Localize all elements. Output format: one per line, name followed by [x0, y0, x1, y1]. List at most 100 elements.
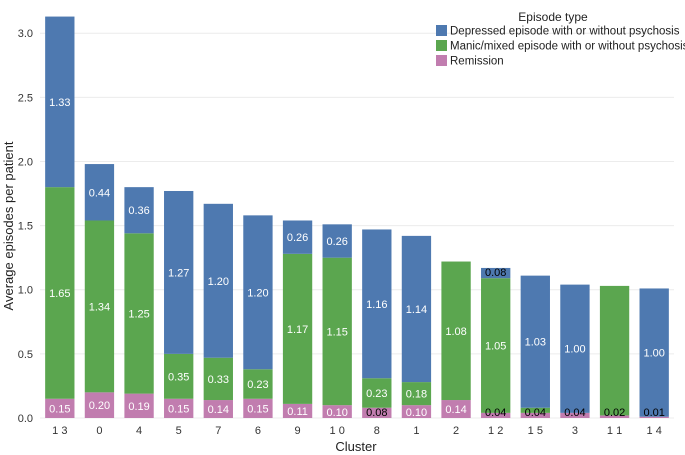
bar-segment — [203, 203, 233, 358]
legend-entry-remission: Remission — [450, 56, 504, 68]
bar-segment — [560, 284, 590, 413]
x-tick-label: 7 — [215, 425, 221, 437]
x-tick-label: 0 — [96, 425, 102, 437]
bar-segment — [243, 398, 273, 418]
bar-labels: 0.15 1.65 1.33 0.20 1.34 0.44 0.19 1.25 0.36 0.15… — [49, 97, 665, 419]
bar-value-label: 1.00 — [564, 344, 585, 356]
bar-value-label: 1.16 — [366, 299, 387, 311]
bar-value-label: 1.14 — [406, 304, 427, 316]
bar-segment — [362, 407, 392, 418]
bar-value-label: 1.08 — [445, 326, 466, 338]
y-tick-label: 2.0 — [18, 156, 33, 168]
bar-value-label: 1.20 — [247, 287, 268, 299]
bar-segment — [164, 190, 194, 354]
bar-value-label: 0.11 — [287, 406, 308, 418]
bar-segment — [282, 403, 313, 418]
bar-segment — [401, 235, 432, 383]
y-tick-label: 0.0 — [18, 413, 33, 425]
bar-value-label: 0.35 — [168, 371, 189, 383]
bar-segment — [45, 187, 75, 399]
bar-value-label: 0.33 — [208, 374, 229, 386]
bar-value-label: 0.04 — [525, 407, 546, 419]
y-tick-label: 2.5 — [18, 92, 33, 104]
legend-swatch-remission — [436, 55, 447, 66]
bar-segment — [322, 405, 352, 418]
bar-segment — [599, 285, 630, 416]
y-axis-title: Average episodes per patient — [1, 141, 16, 310]
bar-value-label: 0.23 — [247, 379, 268, 391]
bar-value-label: 0.14 — [208, 404, 229, 416]
bar-value-label: 0.01 — [643, 407, 664, 419]
legend-swatch-manic — [436, 40, 447, 51]
bar-value-label: 1.00 — [643, 348, 664, 360]
bar-value-label: 0.15 — [49, 403, 70, 415]
x-tick-label: 5 — [176, 425, 182, 437]
legend: Episode type Depressed episode with or w… — [436, 10, 685, 68]
bar-value-label: 1.15 — [326, 326, 347, 338]
bar-segment — [441, 261, 471, 401]
bar-segment — [520, 275, 550, 408]
bar-segment — [481, 278, 511, 413]
bar-segment — [520, 412, 550, 418]
bar-segment — [124, 393, 154, 418]
bar-segment — [639, 416, 669, 418]
bar-segment — [203, 400, 233, 418]
bar-value-label: 0.10 — [326, 407, 347, 419]
x-tick-label: 1 1 — [607, 425, 622, 437]
bar-value-label: 1.20 — [208, 276, 229, 288]
bar-segment — [243, 215, 273, 370]
bar-segment — [203, 357, 233, 401]
bar-segment — [164, 398, 194, 418]
bar-value-label: 1.17 — [287, 324, 308, 336]
y-tick-label: 1.5 — [18, 221, 33, 233]
x-tick-label: 1 5 — [528, 425, 543, 437]
bar-segment — [401, 405, 432, 418]
bar-segment — [124, 233, 154, 394]
bar-segment — [164, 353, 194, 399]
x-tick-label: 1 0 — [330, 425, 345, 437]
x-tick-label: 4 — [136, 425, 142, 437]
bar-value-label: 0.08 — [366, 407, 387, 419]
bar-segment — [520, 407, 550, 413]
legend-entry-manic: Manic/mixed episode with or without psyc… — [450, 41, 685, 53]
bar-value-label: 1.03 — [525, 337, 546, 349]
bar-value-label: 1.33 — [49, 97, 70, 109]
y-tick-label: 1.0 — [18, 285, 33, 297]
bar-value-label: 0.10 — [406, 407, 427, 419]
x-tick-label: 1 — [413, 425, 419, 437]
bar-segment — [560, 412, 590, 418]
x-tick-label: 3 — [572, 425, 578, 437]
bar-value-label: 0.08 — [485, 267, 506, 279]
x-tick-label: 8 — [374, 425, 380, 437]
bar-value-label: 0.26 — [287, 232, 308, 244]
axes: 0.0 0.5 1.0 1.5 2.0 2.5 3.0 1 3 0 4 5 7 6 9 1 0 8 1 2 1 2 1… — [18, 28, 662, 437]
bar-segment — [362, 378, 392, 408]
bar-segment — [84, 220, 115, 393]
x-tick-label: 6 — [255, 425, 261, 437]
bar-segment — [282, 253, 313, 404]
bar-segment — [84, 392, 115, 418]
bar-segment — [401, 382, 432, 406]
x-tick-label: 9 — [295, 425, 301, 437]
bar-value-label: 0.04 — [485, 407, 506, 419]
bar-value-label: 0.15 — [168, 403, 189, 415]
bar-segment — [599, 415, 630, 418]
bar-segment — [639, 288, 669, 417]
bar-value-label: 1.05 — [485, 341, 506, 353]
bar-value-label: 0.02 — [604, 407, 625, 419]
bar-value-label: 0.26 — [326, 236, 347, 248]
bar-segment — [243, 369, 273, 399]
bar-segment — [282, 220, 313, 254]
bar-value-label: 0.15 — [247, 403, 268, 415]
bar-value-label: 1.34 — [89, 301, 110, 313]
bars — [45, 16, 669, 418]
x-tick-label: 1 3 — [52, 425, 67, 437]
bar-value-label: 1.25 — [128, 308, 149, 320]
bar-segment — [124, 187, 154, 234]
y-tick-label: 0.5 — [18, 349, 33, 361]
bar-value-label: 1.27 — [168, 267, 189, 279]
bar-segment — [45, 16, 75, 188]
bar-value-label: 0.20 — [89, 400, 110, 412]
bar-value-label: 0.36 — [128, 205, 149, 217]
bar-segment — [322, 257, 352, 406]
